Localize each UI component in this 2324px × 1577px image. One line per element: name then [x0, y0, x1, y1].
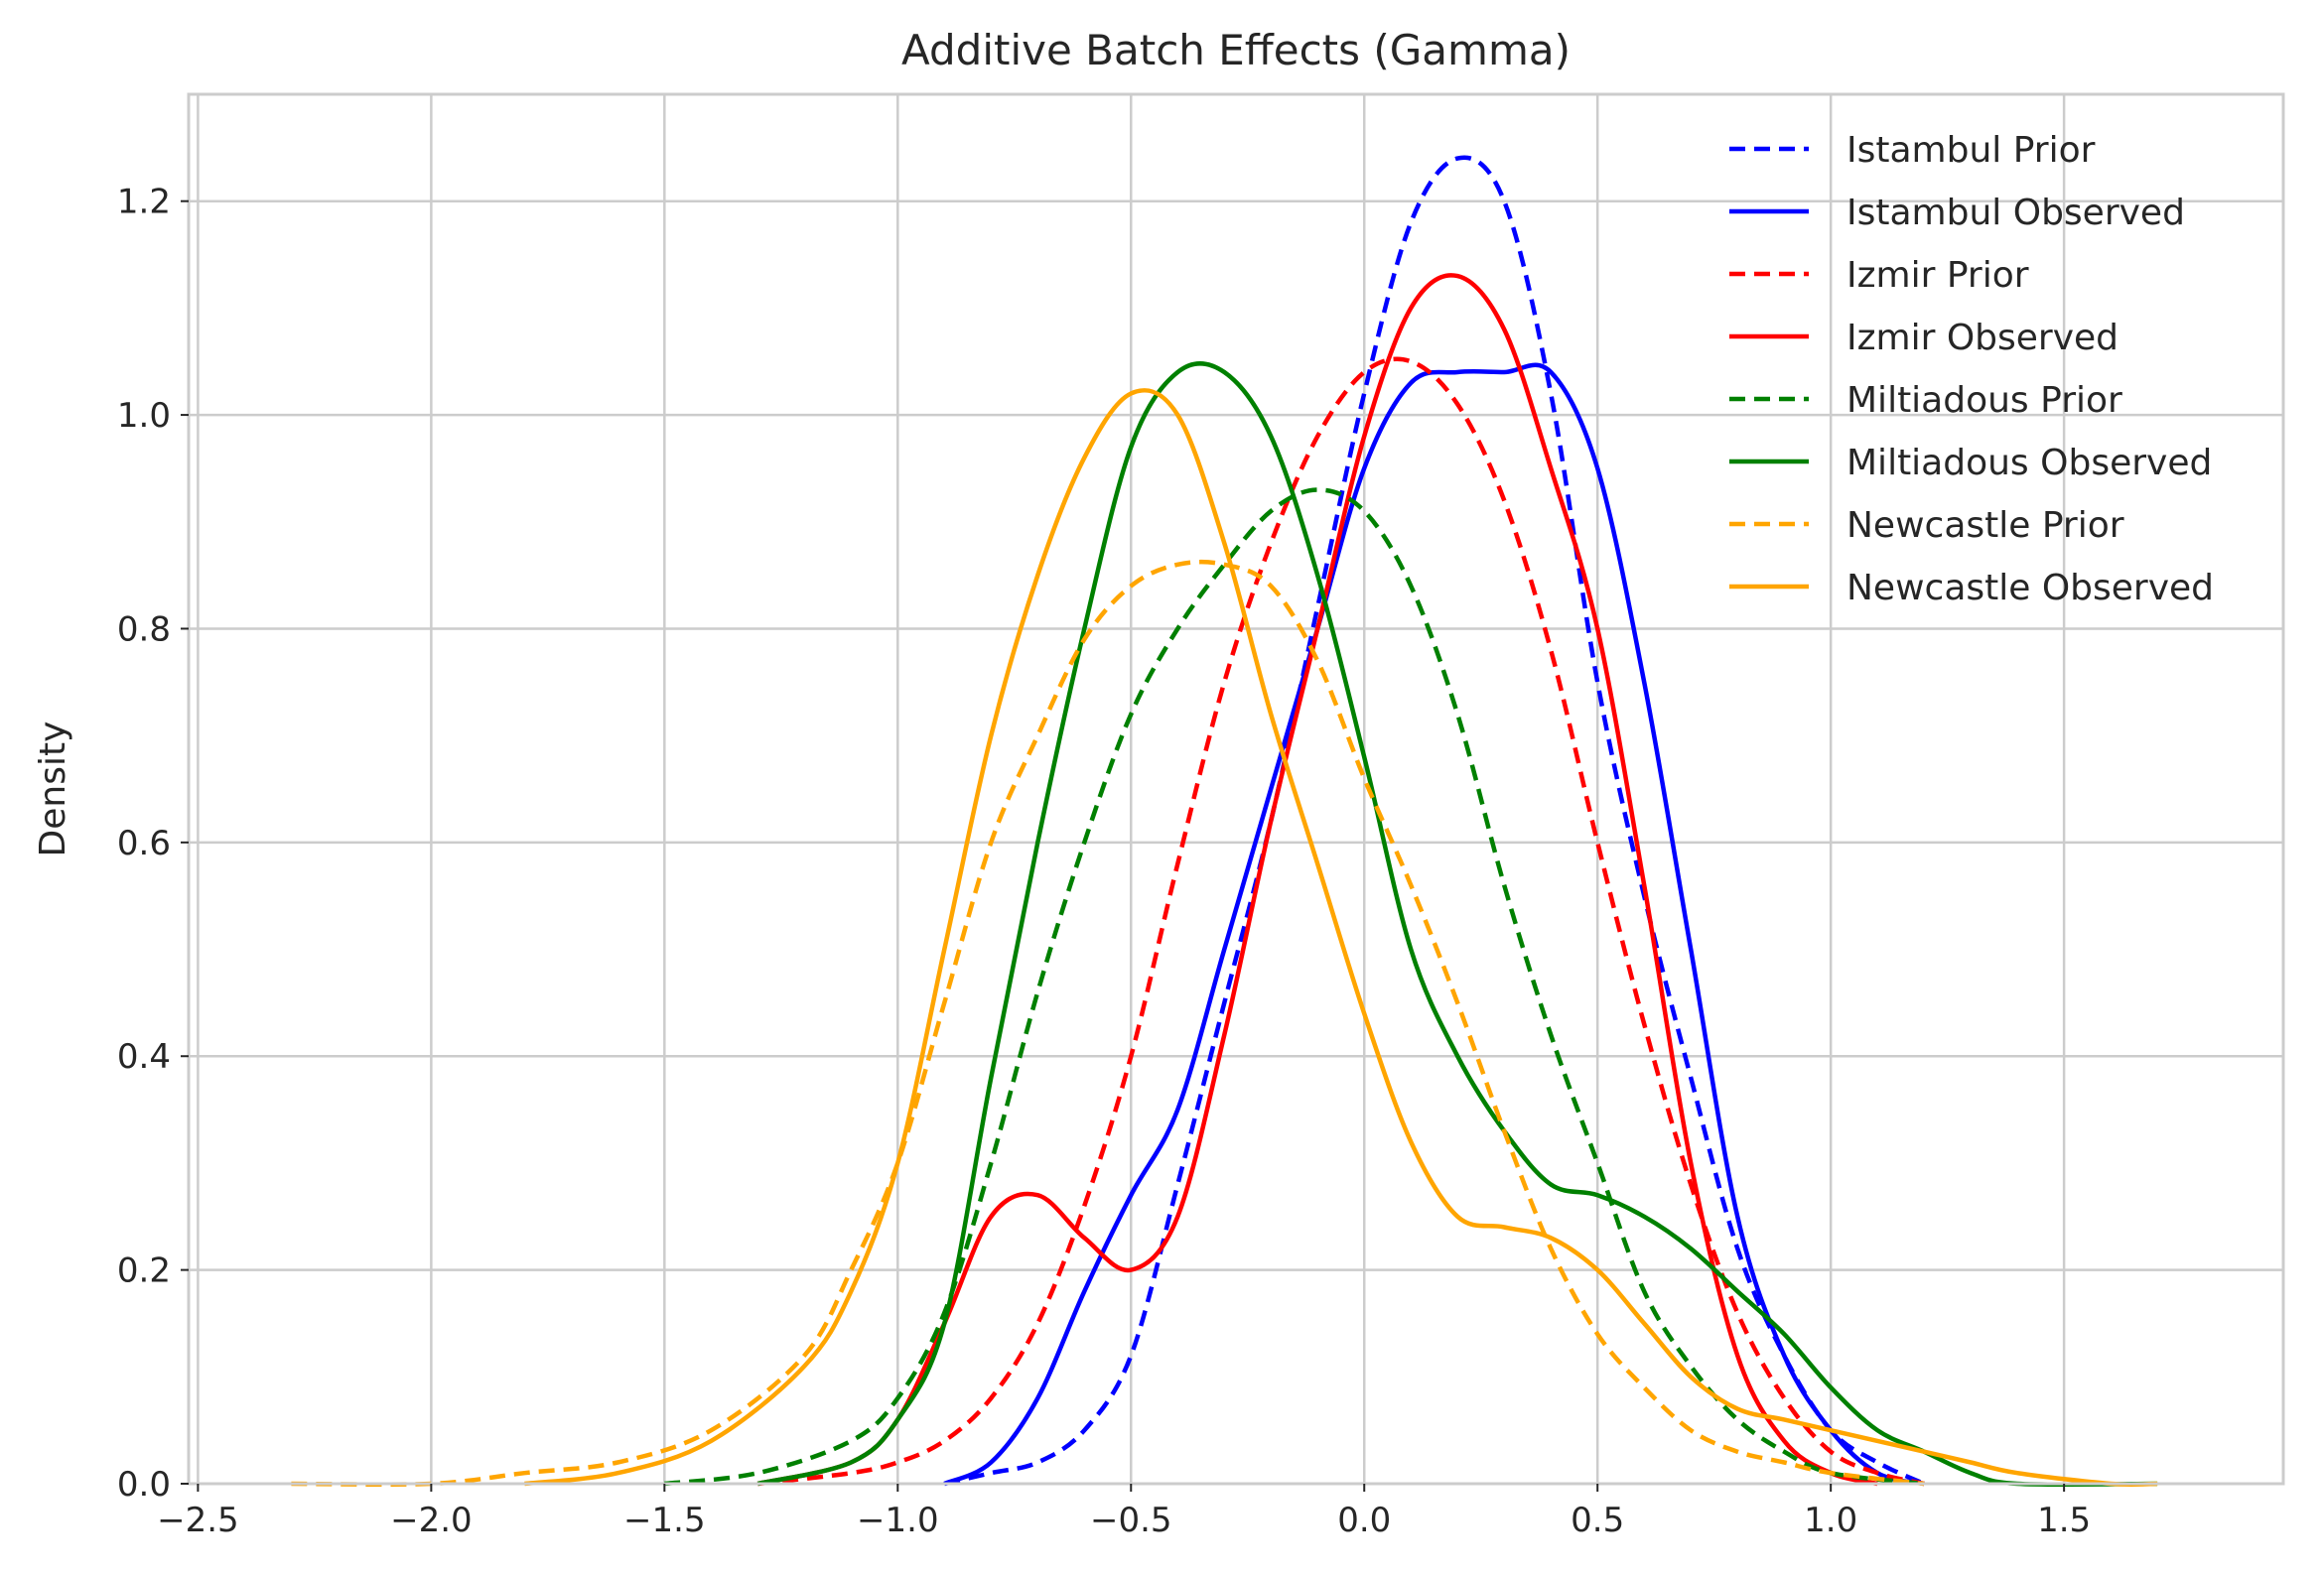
x-tick-label: 1.0: [1804, 1501, 1857, 1540]
plot-series: [291, 155, 2158, 1488]
x-axis: −2.5 −2.0 −1.5 −1.0 −0.5 0.0 0.5 1.0 1.5: [157, 1484, 2091, 1540]
y-tick-label: 0.6: [117, 824, 171, 863]
legend-label-miltiadous-prior: Miltiadous Prior: [1846, 380, 2122, 421]
series-line-izmir-observed: [756, 273, 1878, 1487]
y-tick-label: 0.8: [117, 609, 171, 649]
x-tick-label: −2.5: [157, 1501, 239, 1540]
y-axis: 0.0 0.2 0.4 0.6 0.8 1.0 1.2: [117, 183, 189, 1505]
y-tick-label: 0.0: [117, 1465, 171, 1505]
legend-label-miltiadous-observed: Miltiadous Observed: [1846, 443, 2212, 483]
y-tick-label: 0.4: [117, 1037, 171, 1077]
y-axis-title: Density: [33, 722, 73, 857]
series-line-miltiadous-observed: [756, 360, 2158, 1488]
x-tick-label: −1.5: [623, 1501, 706, 1540]
chart-title: Additive Batch Effects (Gamma): [901, 26, 1571, 74]
y-tick-label: 1.2: [117, 183, 171, 222]
legend-label-istambul-observed: Istambul Observed: [1846, 193, 2185, 233]
series-line-newcastle-prior: [291, 559, 1925, 1488]
x-tick-label: 0.0: [1337, 1501, 1391, 1540]
legend: Istambul Prior Istambul Observed Izmir Pri…: [1729, 130, 2214, 608]
series-line-newcastle-observed: [524, 388, 2158, 1488]
grid: [189, 94, 2283, 1486]
legend-label-newcastle-observed: Newcastle Observed: [1846, 568, 2214, 608]
y-tick-label: 0.2: [117, 1251, 171, 1291]
y-tick-label: 1.0: [117, 396, 171, 436]
x-tick-label: 1.5: [2037, 1501, 2091, 1540]
legend-label-istambul-prior: Istambul Prior: [1846, 130, 2096, 171]
legend-label-izmir-prior: Izmir Prior: [1846, 255, 2029, 296]
plot-frame: [187, 92, 2285, 1486]
x-tick-label: −0.5: [1090, 1501, 1172, 1540]
x-tick-label: 0.5: [1571, 1501, 1624, 1540]
x-tick-label: −1.0: [857, 1501, 939, 1540]
series-line-istambul-observed: [943, 362, 1925, 1487]
legend-label-izmir-observed: Izmir Observed: [1846, 318, 2119, 358]
legend-label-newcastle-prior: Newcastle Prior: [1846, 505, 2124, 546]
x-tick-label: −2.0: [390, 1501, 473, 1540]
series-line-istambul-prior: [943, 155, 1926, 1487]
